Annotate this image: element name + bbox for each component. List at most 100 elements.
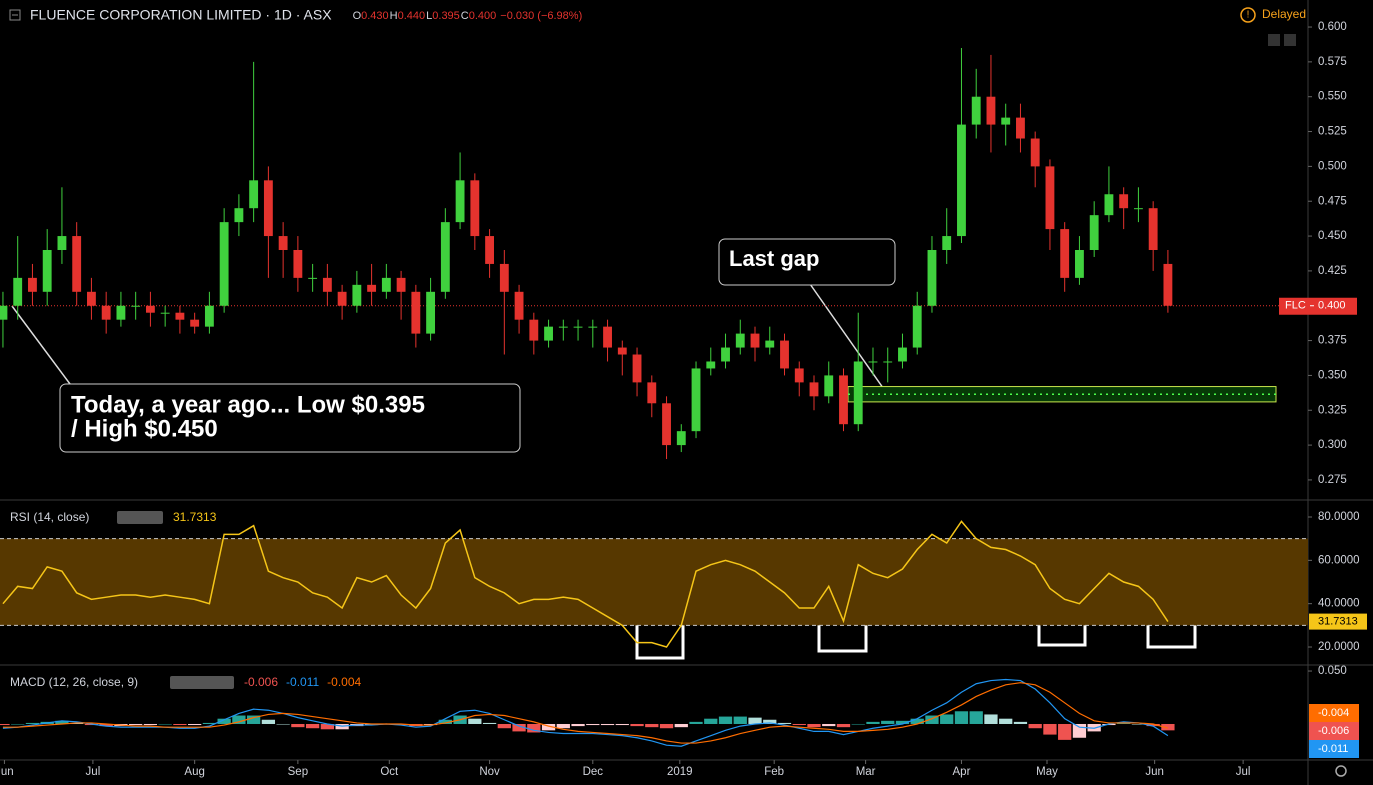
candle-body [381, 277, 391, 292]
y-tick-label: 0.450 [1318, 230, 1347, 242]
y-tick-label: 0.275 [1318, 474, 1347, 486]
macd-title: MACD (12, 26, close, 9) [10, 675, 138, 689]
candle-body [824, 375, 834, 397]
histogram-bar [910, 718, 924, 724]
candle-body [603, 326, 612, 348]
histogram-bar [1028, 723, 1042, 729]
histogram-bar [925, 715, 939, 724]
candle-body [426, 291, 436, 334]
callout-box [718, 238, 896, 286]
candle-body [691, 368, 701, 432]
candle-body [308, 277, 318, 279]
candle-body [662, 403, 671, 446]
histogram-bar [173, 723, 187, 726]
x-tick-label: Jun [1145, 766, 1164, 778]
rsi-value-label: 31.7313 [1318, 616, 1358, 628]
histogram-bar [674, 723, 688, 728]
histogram-bar [497, 723, 511, 729]
delayed-icon [1240, 7, 1256, 23]
settings-icon[interactable] [1335, 765, 1347, 777]
pane-button[interactable] [1268, 34, 1280, 46]
candle-body [588, 326, 598, 328]
histogram-bar [556, 723, 570, 729]
histogram-bar [276, 723, 290, 725]
rsi-title: RSI (14, close) [10, 510, 89, 524]
candle-body [1119, 194, 1129, 209]
ohlc-key: H [390, 10, 398, 22]
histogram-bar [129, 723, 143, 726]
histogram-bar [1161, 723, 1175, 731]
y-tick-label: 60.0000 [1318, 554, 1360, 566]
y-tick-label: 0.575 [1318, 56, 1347, 68]
y-tick-label: 0.375 [1318, 335, 1347, 347]
ohlc-value: 0.440 [398, 10, 426, 22]
y-tick-label: 80.0000 [1318, 511, 1360, 523]
candle-body [485, 236, 495, 264]
price-change: −0.030 (−6.98%) [500, 10, 582, 22]
candle-body [780, 340, 789, 369]
candle-body [278, 236, 288, 250]
histogram-bar [881, 720, 895, 724]
histogram-bar [1058, 723, 1072, 740]
histogram-bar [571, 723, 585, 727]
pane-button[interactable] [1284, 34, 1296, 46]
indicator-button[interactable] [170, 676, 234, 689]
macd-header-value: -0.011 [286, 675, 319, 689]
histogram-bar [527, 723, 541, 733]
y-tick-label: 0.475 [1318, 195, 1347, 207]
histogram-bar [895, 720, 910, 724]
x-tick-label: Oct [380, 766, 399, 778]
candle-body [219, 222, 229, 306]
y-tick-label: 0.425 [1318, 265, 1347, 277]
candle-body [116, 305, 126, 320]
candle-body [101, 305, 111, 320]
callout-text: Today, a year ago... Low $0.395 [71, 391, 425, 418]
x-tick-label: Feb [764, 766, 784, 778]
collapse-icon[interactable] [9, 9, 21, 21]
candle-body [942, 236, 952, 250]
candle-body [706, 361, 716, 369]
callout-text: / High $0.450 [71, 415, 218, 442]
delayed-icon-mark: ! [1247, 10, 1250, 21]
histogram-bar [1043, 723, 1057, 735]
histogram-bar [600, 723, 615, 726]
rsi-header-value: 31.7313 [173, 510, 217, 524]
histogram-bar [586, 723, 600, 726]
histogram-bar [247, 715, 261, 724]
histogram-bar [659, 723, 674, 729]
rsi-band [0, 538, 1308, 626]
ohlc-key: C [461, 10, 469, 22]
histogram-bar [792, 723, 806, 726]
candle-body [765, 340, 775, 348]
histogram-bar [984, 714, 998, 724]
candle-body [440, 222, 450, 292]
histogram-bar [541, 723, 556, 731]
last-price-symbol: FLC [1285, 300, 1306, 312]
histogram-bar [217, 718, 231, 724]
candle-body [957, 124, 966, 237]
histogram-bar [0, 723, 10, 726]
histogram-bar [704, 718, 718, 724]
ohlc-key: L [426, 10, 432, 22]
histogram-bar [438, 719, 452, 724]
candle-body [131, 305, 141, 307]
candle-body [676, 431, 686, 446]
histogram-bar [232, 715, 246, 724]
histogram-bar [320, 723, 335, 730]
chart-title: FLUENCE CORPORATION LIMITED · 1D · ASX [30, 7, 332, 23]
status: Delayed [1262, 7, 1306, 21]
x-tick-label: Jul [86, 766, 101, 778]
candle-body [632, 354, 642, 383]
x-tick-label: Dec [583, 766, 604, 778]
indicator-button[interactable] [117, 511, 163, 524]
candle-body [72, 236, 82, 292]
candle-body [28, 277, 37, 292]
candle-body [249, 180, 259, 209]
macd-value-label: -0.011 [1318, 743, 1348, 755]
candle-body [1016, 117, 1025, 139]
gap-zone [847, 386, 1277, 403]
candle-body [145, 305, 155, 313]
histogram-bar [1013, 721, 1028, 724]
macd-value-box [1309, 722, 1359, 740]
